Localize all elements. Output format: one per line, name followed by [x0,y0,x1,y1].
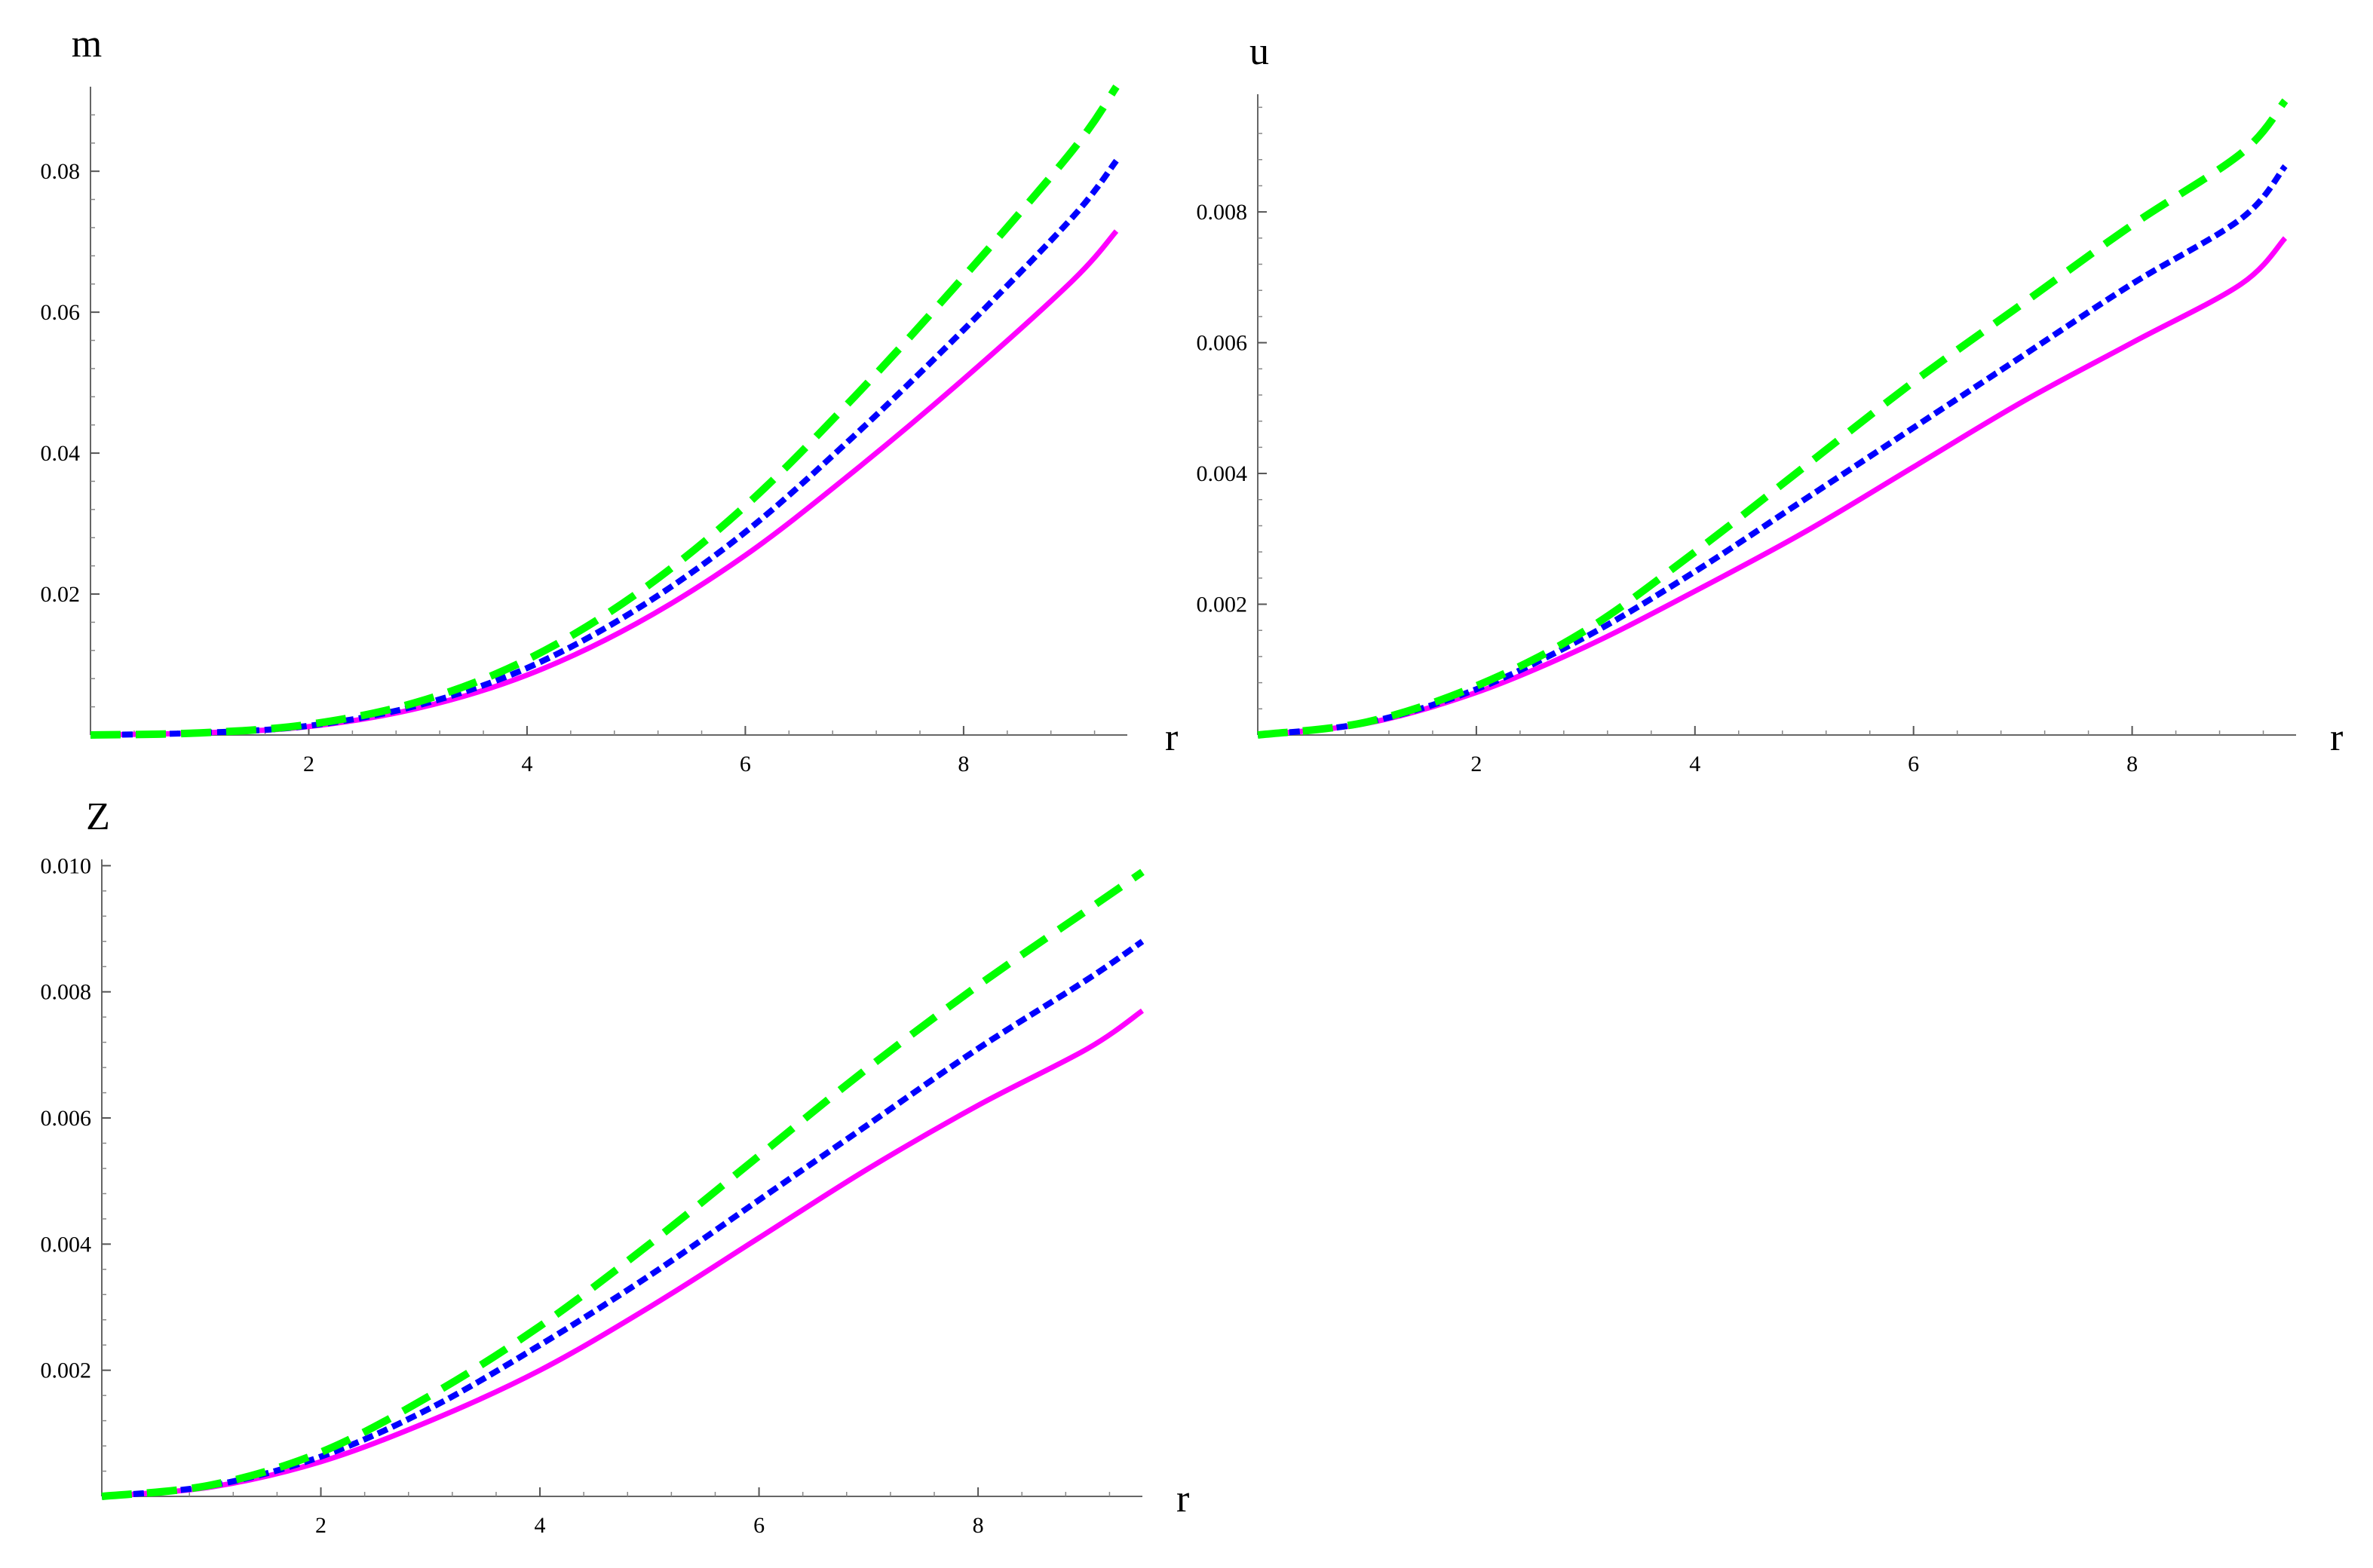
x-tick-label: 6 [740,752,751,776]
x-tick-label: 2 [303,752,314,776]
y-tick-label: 0.006 [1197,331,1248,356]
series-line-dashed [90,84,1120,739]
x-tick-label: 4 [521,752,532,776]
series-line-dotted [90,158,1119,738]
x-axis-title: r [2330,716,2343,759]
y-tick-label: 0.010 [41,853,92,878]
series-line-solid [101,1008,1145,1499]
panel-u: 2 4 6 8 0.002 0.004 0.006 0.008 u r [1197,30,2344,776]
x-tick-label: 8 [973,1513,984,1538]
y-axis-title: m [72,23,102,66]
y-axis-title: u [1249,30,1269,73]
series-line-dotted [1257,164,2288,738]
x-tick-label: 6 [753,1513,765,1538]
y-tick-label: 0.004 [41,1232,92,1257]
y-tick-label: 0.08 [41,159,81,184]
series-line-solid [1257,236,2288,738]
y-tick-label: 0.002 [1197,593,1248,617]
y-axis-title: Z [86,795,110,838]
x-tick-label: 8 [2126,752,2138,776]
y-tick-label: 0.002 [41,1358,92,1383]
x-tick-label: 4 [1689,752,1700,776]
x-tick-label: 4 [535,1513,546,1538]
y-tick-label: 0.004 [1197,461,1248,486]
panel-z: 2 4 6 8 0.002 0.004 0.006 0.008 0.010 Zr [41,795,1190,1538]
x-axis-title: r [1176,1478,1189,1521]
x-axis-title: r [1165,716,1178,759]
x-tick-label: 2 [1470,752,1482,776]
series-line-dashed [101,868,1145,1500]
series-line-dotted [101,939,1145,1499]
y-tick-label: 0.06 [41,300,81,325]
y-tick-label: 0.008 [41,980,92,1005]
x-tick-label: 2 [315,1513,327,1538]
y-tick-label: 0.04 [41,441,81,466]
panel-m: 2 4 6 8 0.02 0.04 0.06 0.08 m r [41,23,1179,776]
y-tick-label: 0.02 [41,582,81,607]
series-line-dashed [1257,98,2289,739]
x-tick-label: 6 [1908,752,1919,776]
series-line-solid [90,229,1119,738]
y-tick-label: 0.008 [1197,200,1248,225]
y-tick-label: 0.006 [41,1106,92,1131]
x-tick-label: 8 [958,752,969,776]
